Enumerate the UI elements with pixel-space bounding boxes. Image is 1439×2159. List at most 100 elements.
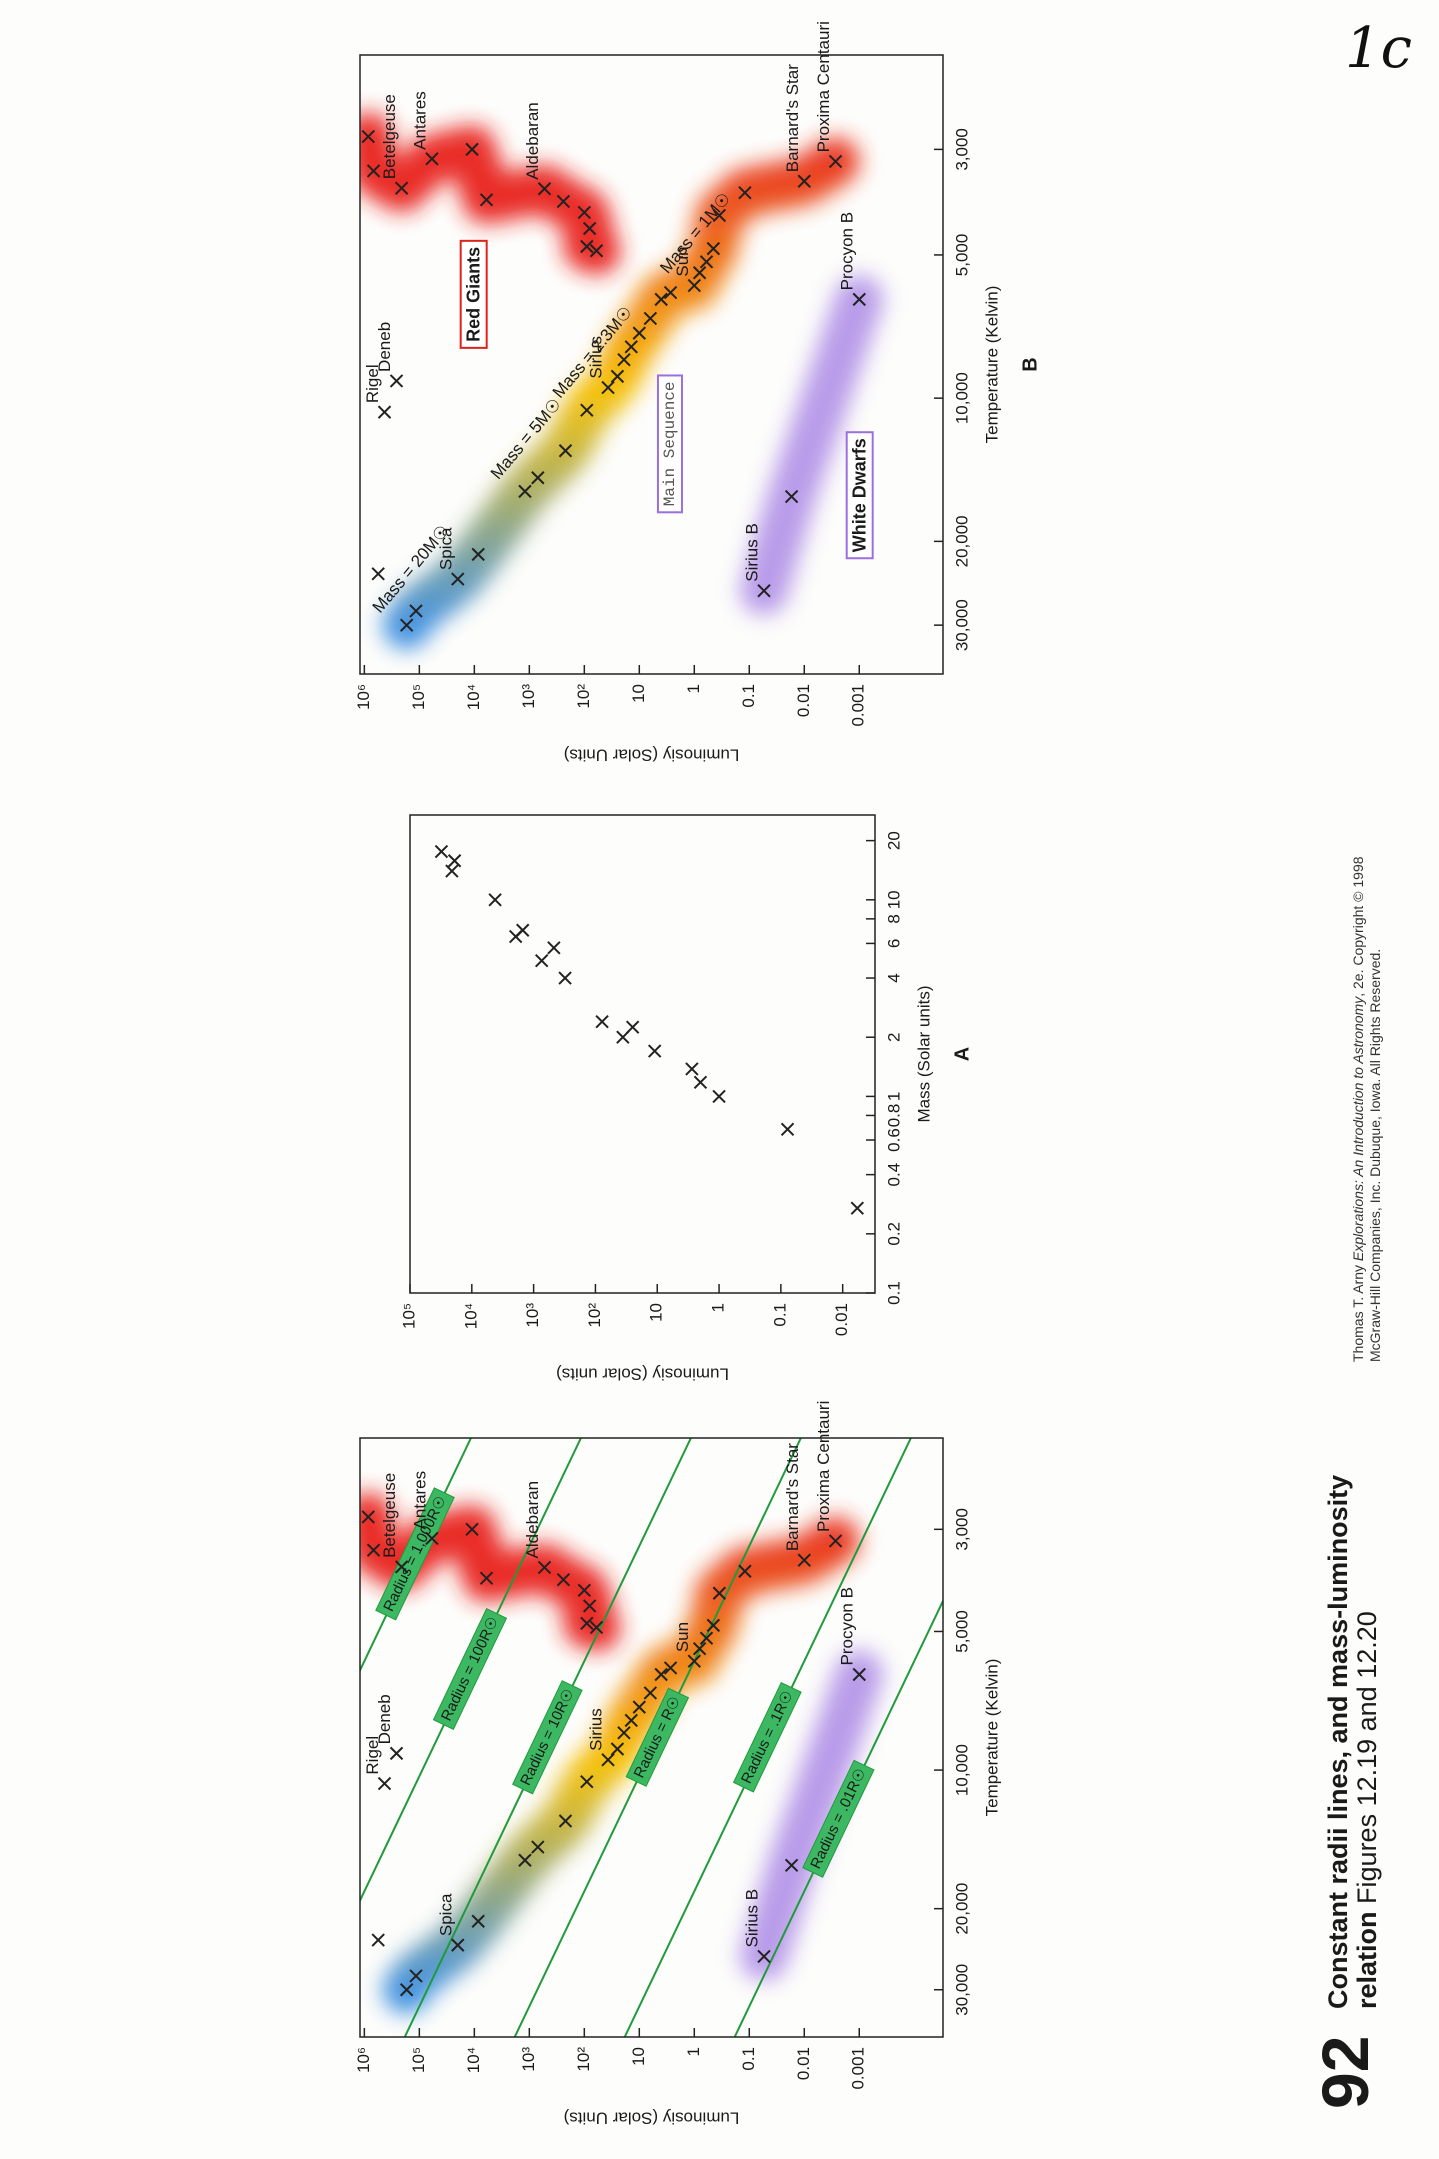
y-tick-label: 10² (585, 1303, 604, 1328)
marker (852, 1667, 866, 1682)
marker (361, 129, 375, 144)
y-axis-label: Luminosiy (Solar units) (556, 1365, 729, 1384)
marker (531, 471, 545, 485)
handwritten-note: 1c (1345, 16, 1412, 81)
x-tick-label: 0.4 (884, 1163, 903, 1187)
x-tick-label: 4 (884, 973, 903, 982)
marker (582, 221, 597, 236)
region-label-text: White Dwarfs (850, 438, 870, 552)
x-tick-label: 0.8 (884, 1104, 903, 1128)
chart: Radius = 1,000R☉Radius = 100R☉Radius = 1… (354, 1401, 1002, 2128)
marker (399, 1983, 414, 1997)
marker (558, 971, 572, 985)
marker (632, 1700, 647, 1714)
marker (399, 618, 414, 632)
marker (850, 1201, 865, 1215)
marker (488, 893, 502, 907)
x-tick-label: 0.1 (884, 1281, 903, 1305)
marker (663, 285, 678, 300)
y-tick-label: 10 (629, 2047, 648, 2066)
y-tick-label: 10⁶ (354, 2047, 373, 2073)
marker (516, 923, 530, 937)
x-tick-label: 6 (884, 939, 903, 948)
x-axis-label: Temperature (Kelvin) (982, 1659, 1001, 1817)
star-label: Rigel (363, 1736, 382, 1775)
x-tick-label: 5,000 (952, 234, 971, 277)
label-box (625, 1687, 690, 1787)
marker (366, 1543, 381, 1557)
panel-label: B (1019, 357, 1041, 371)
marker (780, 1122, 795, 1137)
marker (451, 572, 465, 586)
region-band (739, 275, 884, 615)
x-tick-label: 20,000 (952, 1883, 971, 1935)
marker (531, 1840, 545, 1854)
plot-frame (359, 54, 944, 675)
x-tick-label: 5,000 (952, 1610, 971, 1653)
marker (361, 1510, 375, 1524)
marker (425, 152, 439, 166)
y-tick-label: 0.001 (849, 684, 868, 727)
marker (643, 311, 658, 326)
marker (479, 1571, 494, 1585)
chart: 0.1 0.2 0.4 0.60.8 1 2 4 6 8 10 20 10⁵ 10⁴ 10³ 10² 10 1 0… (399, 814, 973, 1384)
credit-book: Explorations: An Introduction to Astrono… (1350, 996, 1366, 1262)
star-label: Procyon B (838, 212, 857, 290)
plot-frame (409, 814, 876, 1294)
radius-label-text: Radius = .1R☉ (738, 1688, 797, 1786)
marker (377, 1776, 392, 1791)
star-label: Barnard's Star (783, 64, 802, 172)
marker (595, 1014, 609, 1029)
page-number: 92 (1308, 2035, 1382, 2109)
marker (738, 186, 752, 200)
marker (693, 1075, 708, 1089)
radius-label: Radius = .1R☉ (732, 1681, 802, 1793)
y-tick-label: 10⁶ (354, 684, 373, 710)
marker (580, 1616, 594, 1631)
y-tick-label: 10⁴ (464, 684, 483, 710)
marker (712, 1586, 727, 1600)
marker (556, 1573, 571, 1587)
marker (632, 326, 647, 340)
marker (784, 489, 799, 504)
star-label: Spica (436, 527, 455, 570)
marker (757, 1949, 771, 1964)
y-tick-label: 10³ (519, 684, 538, 709)
marker (580, 1775, 594, 1789)
marker (617, 1726, 631, 1740)
marker (537, 182, 552, 196)
star-label: Sirius B (742, 523, 761, 582)
y-tick-label: 10² (574, 2047, 593, 2072)
credit: Thomas T. Arny Explorations: An Introduc… (1350, 856, 1384, 1362)
marker (617, 352, 631, 367)
x-tick-label: 10 (884, 890, 903, 909)
marker (534, 954, 549, 968)
x-tick-label: 0.2 (884, 1222, 903, 1246)
marker (577, 1583, 592, 1598)
y-tick-label: 10⁵ (399, 1303, 418, 1329)
marker (479, 193, 494, 207)
star-label: Sun (673, 246, 692, 276)
star-label: Sun (673, 1622, 692, 1652)
marker (828, 1534, 843, 1548)
marker (643, 1686, 658, 1700)
marker (589, 244, 604, 258)
label-box (512, 1680, 583, 1795)
marker (692, 266, 707, 280)
star-label: Sirius (587, 336, 606, 379)
y-tick-label: 0.01 (794, 2047, 813, 2080)
x-tick-label: 30,000 (952, 1964, 971, 2016)
marker (558, 1814, 573, 1828)
marker (580, 403, 594, 417)
y-tick-label: 1 (684, 2047, 703, 2056)
label-box (732, 1681, 802, 1793)
y-axis-label: Luminosiy (Solar Units) (564, 746, 740, 765)
y-tick-label: 10⁴ (464, 2047, 483, 2073)
y-tick-label: 0.1 (739, 684, 758, 708)
y-tick-label: 10² (574, 684, 593, 709)
label-box (656, 374, 683, 514)
star-label: Aldebaran (523, 102, 542, 180)
marker (577, 205, 592, 220)
marker (624, 340, 638, 354)
caption: Constant radii lines, and mass-luminosit… (1323, 1409, 1382, 2009)
